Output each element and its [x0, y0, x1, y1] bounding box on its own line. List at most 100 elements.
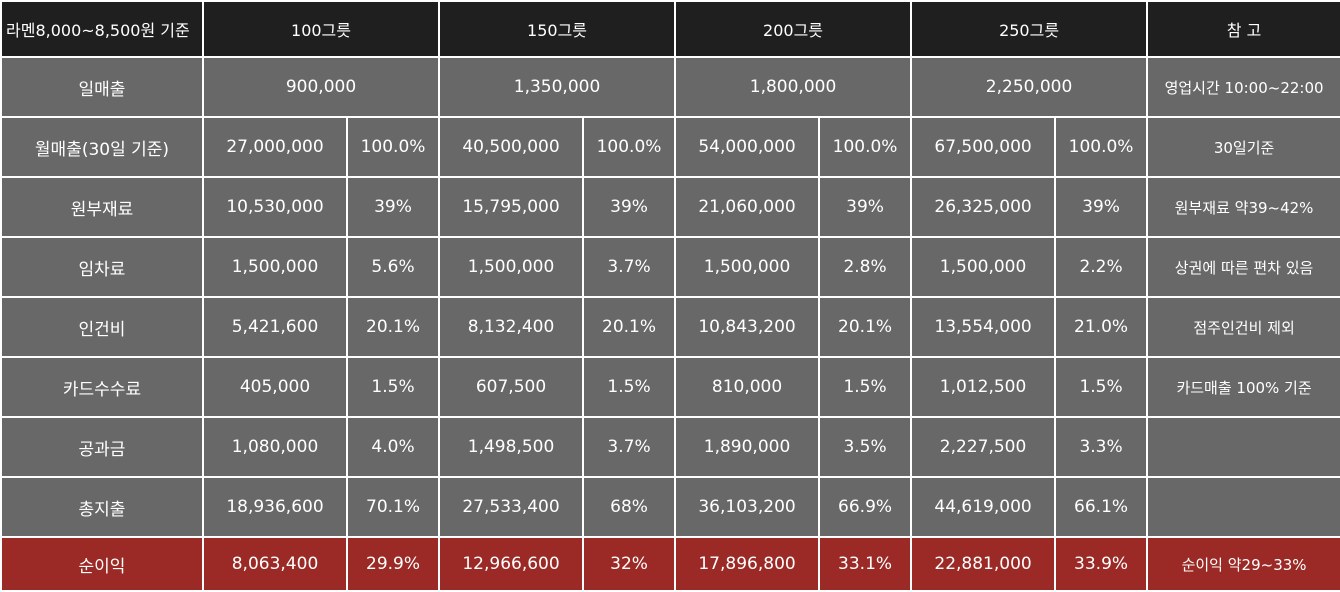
- pct-cell: 29.9%: [345, 536, 441, 592]
- row-note: 순이익 약29~33%: [1146, 536, 1340, 592]
- table-row-profit: 순이익 8,063,400 29.9% 12,966,600 32% 17,89…: [0, 536, 1340, 592]
- amount-cell: 2,227,500: [910, 416, 1057, 478]
- row-note: 카드매출 100% 기준: [1146, 356, 1340, 418]
- table-row: 인건비 5,421,600 20.1% 8,132,400 20.1% 10,8…: [0, 296, 1340, 358]
- pct-cell: 2.8%: [818, 236, 913, 298]
- row-label: 공과금: [0, 416, 204, 478]
- pct-cell: 1.5%: [1054, 356, 1149, 418]
- pct-cell: 100.0%: [582, 116, 677, 178]
- header-col-100: 100그릇: [201, 0, 441, 58]
- table-row: 공과금 1,080,000 4.0% 1,498,500 3.7% 1,890,…: [0, 416, 1340, 478]
- pct-cell: 39%: [345, 176, 441, 238]
- amount-cell: 18,936,600: [202, 476, 348, 538]
- header-row: 라멘8,000~8,500원 기준 100그릇 150그릇 200그릇 250그…: [0, 0, 1340, 58]
- amount-cell: 607,500: [438, 356, 585, 418]
- table-row: 임차료 1,500,000 5.6% 1,500,000 3.7% 1,500,…: [0, 236, 1340, 298]
- amount-cell: 5,421,600: [202, 296, 348, 358]
- amount-cell: 22,881,000: [910, 536, 1057, 592]
- pct-cell: 3.7%: [582, 236, 677, 298]
- amount-cell: 1,890,000: [674, 416, 821, 478]
- pct-cell: 21.0%: [1054, 296, 1149, 358]
- row-note: 영업시간 10:00~22:00: [1146, 56, 1340, 118]
- table-row: 월매출(30일 기준) 27,000,000 100.0% 40,500,000…: [0, 116, 1340, 178]
- amount-cell: 26,325,000: [910, 176, 1057, 238]
- amount-cell: 8,132,400: [438, 296, 585, 358]
- amount-cell: 10,530,000: [202, 176, 348, 238]
- amount-cell: 1,500,000: [202, 236, 348, 298]
- amount-cell: 1,012,500: [910, 356, 1057, 418]
- amount-cell: 17,896,800: [674, 536, 821, 592]
- table-row: 총지출 18,936,600 70.1% 27,533,400 68% 36,1…: [0, 476, 1340, 538]
- amount-cell: 40,500,000: [438, 116, 585, 178]
- row-note: [1146, 476, 1340, 538]
- row-note: 원부재료 약39~42%: [1146, 176, 1340, 238]
- pct-cell: 100.0%: [1054, 116, 1149, 178]
- pct-cell: 2.2%: [1054, 236, 1149, 298]
- pct-cell: 3.3%: [1054, 416, 1149, 478]
- amount-cell: 12,966,600: [438, 536, 585, 592]
- row-note: 상권에 따른 편차 있음: [1146, 236, 1340, 298]
- daily-value: 900,000: [201, 56, 441, 118]
- pct-cell: 66.9%: [818, 476, 913, 538]
- header-note: 참 고: [1146, 0, 1340, 58]
- pct-cell: 70.1%: [345, 476, 441, 538]
- pct-cell: 66.1%: [1054, 476, 1149, 538]
- amount-cell: 54,000,000: [674, 116, 821, 178]
- amount-cell: 8,063,400: [202, 536, 348, 592]
- amount-cell: 15,795,000: [438, 176, 585, 238]
- pct-cell: 100.0%: [818, 116, 913, 178]
- amount-cell: 10,843,200: [674, 296, 821, 358]
- pct-cell: 39%: [818, 176, 913, 238]
- amount-cell: 1,080,000: [202, 416, 348, 478]
- row-note: 점주인건비 제외: [1146, 296, 1340, 358]
- amount-cell: 1,500,000: [910, 236, 1057, 298]
- daily-value: 2,250,000: [910, 56, 1149, 118]
- pct-cell: 39%: [582, 176, 677, 238]
- header-col-150: 150그릇: [438, 0, 677, 58]
- pct-cell: 20.1%: [345, 296, 441, 358]
- row-label: 인건비: [0, 296, 204, 358]
- pct-cell: 20.1%: [818, 296, 913, 358]
- row-note: 30일기준: [1146, 116, 1340, 178]
- amount-cell: 21,060,000: [674, 176, 821, 238]
- amount-cell: 810,000: [674, 356, 821, 418]
- amount-cell: 27,533,400: [438, 476, 585, 538]
- table-row-daily: 일매출 900,000 1,350,000 1,800,000 2,250,00…: [0, 56, 1340, 118]
- row-label: 총지출: [0, 476, 204, 538]
- table-row: 카드수수료 405,000 1.5% 607,500 1.5% 810,000 …: [0, 356, 1340, 418]
- pct-cell: 1.5%: [582, 356, 677, 418]
- pct-cell: 39%: [1054, 176, 1149, 238]
- pct-cell: 33.1%: [818, 536, 913, 592]
- pct-cell: 20.1%: [582, 296, 677, 358]
- pct-cell: 3.7%: [582, 416, 677, 478]
- pct-cell: 33.9%: [1054, 536, 1149, 592]
- pct-cell: 3.5%: [818, 416, 913, 478]
- row-label: 일매출: [0, 56, 204, 118]
- amount-cell: 13,554,000: [910, 296, 1057, 358]
- row-label: 카드수수료: [0, 356, 204, 418]
- header-col-200: 200그릇: [674, 0, 913, 58]
- pct-cell: 1.5%: [818, 356, 913, 418]
- amount-cell: 36,103,200: [674, 476, 821, 538]
- row-label: 임차료: [0, 236, 204, 298]
- daily-value: 1,350,000: [438, 56, 677, 118]
- row-label: 순이익: [0, 536, 204, 592]
- header-col-250: 250그릇: [910, 0, 1149, 58]
- row-label: 월매출(30일 기준): [0, 116, 204, 178]
- pct-cell: 68%: [582, 476, 677, 538]
- daily-value: 1,800,000: [674, 56, 913, 118]
- row-note: [1146, 416, 1340, 478]
- amount-cell: 44,619,000: [910, 476, 1057, 538]
- pct-cell: 32%: [582, 536, 677, 592]
- row-label: 원부재료: [0, 176, 204, 238]
- amount-cell: 1,498,500: [438, 416, 585, 478]
- amount-cell: 1,500,000: [438, 236, 585, 298]
- pct-cell: 100.0%: [345, 116, 441, 178]
- pct-cell: 5.6%: [345, 236, 441, 298]
- amount-cell: 27,000,000: [202, 116, 348, 178]
- amount-cell: 405,000: [202, 356, 348, 418]
- pct-cell: 1.5%: [345, 356, 441, 418]
- pct-cell: 4.0%: [345, 416, 441, 478]
- header-corner: 라멘8,000~8,500원 기준: [0, 0, 204, 58]
